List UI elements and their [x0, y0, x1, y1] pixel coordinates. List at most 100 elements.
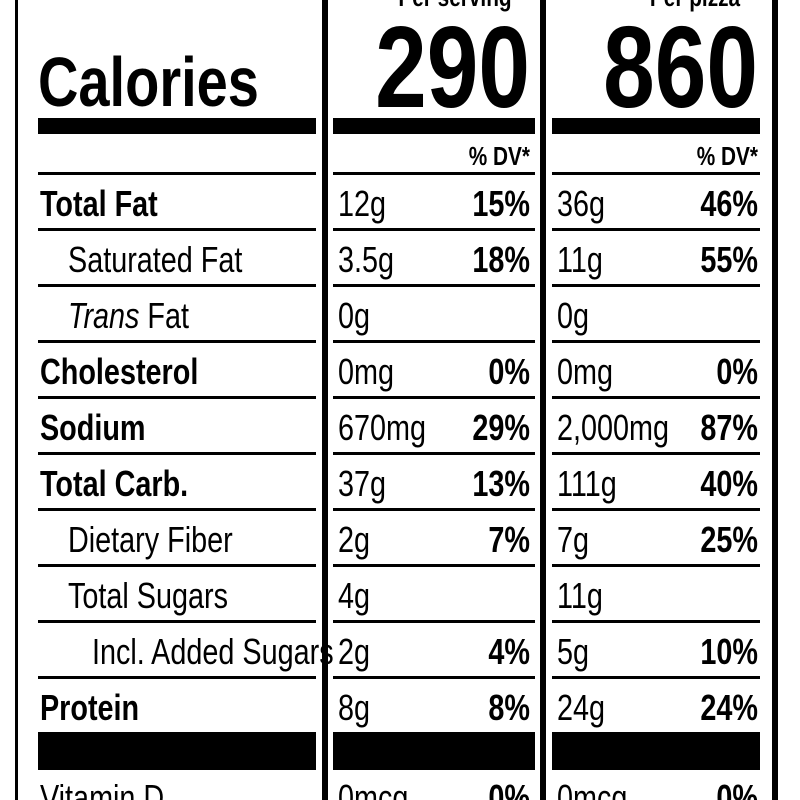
amount: 0g [557, 295, 589, 336]
row-rule [38, 340, 316, 343]
border-right [772, 0, 778, 800]
row-label: Total Carb. [40, 463, 188, 504]
daily-value: 4% [488, 631, 530, 672]
daily-value: 46% [700, 183, 758, 224]
amount: 37g [338, 463, 386, 504]
amount: 0mcg [338, 777, 408, 800]
calories-label: Calories [38, 44, 259, 121]
row-rule [38, 396, 316, 399]
daily-value: 0% [716, 351, 758, 392]
daily-value: 25% [700, 519, 758, 560]
row-rule [38, 452, 316, 455]
thick-bar [333, 118, 535, 134]
amount: 8g [338, 687, 370, 728]
row-label: Total Sugars [68, 575, 228, 616]
row-label: Cholesterol [40, 351, 198, 392]
row-rule [333, 452, 535, 455]
row-label: Sodium [40, 407, 146, 448]
daily-value: 15% [472, 183, 530, 224]
amount: 670mg [338, 407, 426, 448]
row-rule [552, 564, 760, 567]
amount: 0g [338, 295, 370, 336]
daily-value: 40% [700, 463, 758, 504]
row-label: Saturated Fat [68, 239, 242, 280]
daily-value: 13% [472, 463, 530, 504]
dv-heading: % DV* [697, 142, 759, 171]
thick-bar [552, 118, 760, 134]
row-rule [333, 340, 535, 343]
row-rule [333, 396, 535, 399]
amount: 0mg [338, 351, 394, 392]
row-rule [552, 172, 760, 175]
row-rule [38, 564, 316, 567]
amount: 0mg [557, 351, 613, 392]
amount: 4g [338, 575, 370, 616]
row-rule [552, 228, 760, 231]
amount: 2,000mg [557, 407, 669, 448]
calories-value: 290 [375, 3, 530, 132]
daily-value: 18% [472, 239, 530, 280]
column-heading: Per serving [398, 0, 511, 12]
amount: 12g [338, 183, 386, 224]
thick-bar [552, 732, 760, 770]
amount: 3.5g [338, 239, 394, 280]
row-rule [552, 620, 760, 623]
row-label: Fat [147, 295, 189, 336]
row-label: Trans [68, 295, 139, 336]
divider [322, 0, 328, 800]
daily-value: 0% [716, 777, 758, 800]
row-label: Incl. Added Sugars [92, 631, 334, 672]
row-rule [333, 284, 535, 287]
daily-value: 8% [488, 687, 530, 728]
calories-value: 860 [603, 3, 758, 132]
row-label: Protein [40, 687, 139, 728]
amount: 36g [557, 183, 605, 224]
daily-value: 24% [700, 687, 758, 728]
row-rule [552, 508, 760, 511]
border-left [15, 0, 18, 800]
amount: 7g [557, 519, 589, 560]
row-rule [552, 340, 760, 343]
daily-value: 29% [472, 407, 530, 448]
amount: 2g [338, 519, 370, 560]
row-rule [333, 508, 535, 511]
row-rule [38, 284, 316, 287]
row-rule [38, 228, 316, 231]
row-rule [38, 620, 316, 623]
amount: 5g [557, 631, 589, 672]
daily-value: 87% [700, 407, 758, 448]
thick-bar [38, 118, 316, 134]
row-rule [333, 564, 535, 567]
amount: 11g [557, 575, 603, 616]
amount: 2g [338, 631, 370, 672]
row-rule [333, 172, 535, 175]
row-rule [333, 228, 535, 231]
thick-bar [333, 732, 535, 770]
row-rule [38, 676, 316, 679]
amount: 24g [557, 687, 605, 728]
row-rule [552, 676, 760, 679]
row-rule [38, 172, 316, 175]
row-rule [552, 452, 760, 455]
row-rule [333, 676, 535, 679]
daily-value: 10% [700, 631, 758, 672]
row-rule [333, 620, 535, 623]
row-rule [38, 508, 316, 511]
row-label: Dietary Fiber [68, 519, 233, 560]
column-heading: Per pizza [650, 0, 741, 12]
daily-value: 55% [700, 239, 758, 280]
amount: 11g [557, 239, 603, 280]
daily-value: 7% [488, 519, 530, 560]
row-rule [552, 396, 760, 399]
amount: 111g [557, 463, 617, 504]
dv-heading: % DV* [469, 142, 531, 171]
daily-value: 0% [488, 777, 530, 800]
daily-value: 0% [488, 351, 530, 392]
row-rule [552, 284, 760, 287]
row-label: Total Fat [40, 183, 158, 224]
amount: 0mcg [557, 777, 627, 800]
thick-bar [38, 732, 316, 770]
row-label: Vitamin D [40, 777, 164, 800]
divider [540, 0, 546, 800]
